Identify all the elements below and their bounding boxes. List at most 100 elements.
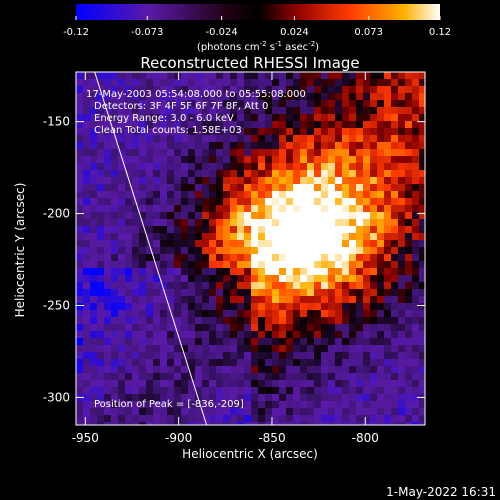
heatmap-cell xyxy=(202,345,209,352)
heatmap-cell xyxy=(104,254,111,261)
heatmap-cell xyxy=(342,212,349,219)
heatmap-cell xyxy=(223,79,230,86)
heatmap-cell xyxy=(118,317,125,324)
heatmap-cell xyxy=(167,135,174,142)
heatmap-cell xyxy=(132,107,139,114)
heatmap-cell xyxy=(132,338,139,345)
heatmap-cell xyxy=(202,121,209,128)
heatmap-cell xyxy=(83,254,90,261)
heatmap-cell xyxy=(363,142,370,149)
heatmap-cell xyxy=(265,310,272,317)
heatmap-cell xyxy=(202,366,209,373)
heatmap-cell xyxy=(356,149,363,156)
heatmap-cell xyxy=(153,324,160,331)
heatmap-cell xyxy=(377,331,384,338)
heatmap-cell xyxy=(272,240,279,247)
heatmap-cell xyxy=(202,324,209,331)
heatmap-cell xyxy=(335,387,342,394)
heatmap-cell xyxy=(419,401,425,408)
heatmap-cell xyxy=(405,142,412,149)
heatmap-cell xyxy=(216,380,223,387)
heatmap-cell xyxy=(174,275,181,282)
heatmap-cell xyxy=(377,226,384,233)
heatmap-cell xyxy=(251,345,258,352)
heatmap-cell xyxy=(412,247,419,254)
heatmap-cell xyxy=(111,191,118,198)
heatmap-cell xyxy=(174,177,181,184)
heatmap-cell xyxy=(153,268,160,275)
heatmap-cell xyxy=(209,289,216,296)
heatmap-cell xyxy=(300,170,307,177)
heatmap-cell xyxy=(223,338,230,345)
heatmap-cell xyxy=(195,114,202,121)
heatmap-cell xyxy=(146,205,153,212)
heatmap-cell xyxy=(398,184,405,191)
heatmap-cell xyxy=(300,289,307,296)
heatmap-cell xyxy=(118,345,125,352)
heatmap-cell xyxy=(314,156,321,163)
heatmap-cell xyxy=(391,275,398,282)
heatmap-cell xyxy=(118,72,125,79)
heatmap-cell xyxy=(181,79,188,86)
heatmap-cell xyxy=(293,261,300,268)
heatmap-cell xyxy=(160,226,167,233)
heatmap-cell xyxy=(251,268,258,275)
heatmap-cell xyxy=(97,156,104,163)
heatmap-cell xyxy=(314,184,321,191)
heatmap-cell xyxy=(160,261,167,268)
heatmap-cell xyxy=(300,268,307,275)
heatmap-cell xyxy=(216,93,223,100)
heatmap-cell xyxy=(139,191,146,198)
heatmap-cell xyxy=(370,233,377,240)
heatmap-cell xyxy=(104,401,111,408)
heatmap-cell xyxy=(237,408,244,415)
heatmap-cell xyxy=(370,282,377,289)
heatmap-cell xyxy=(272,156,279,163)
heatmap-cell xyxy=(300,345,307,352)
heatmap-cell xyxy=(300,79,307,86)
heatmap-cell xyxy=(321,387,328,394)
heatmap-cell xyxy=(125,338,132,345)
heatmap-cell xyxy=(265,156,272,163)
heatmap-cell xyxy=(300,135,307,142)
heatmap-cell xyxy=(139,121,146,128)
heatmap-cell xyxy=(202,205,209,212)
heatmap-cell xyxy=(237,128,244,135)
heatmap-cell xyxy=(265,303,272,310)
heatmap-cell xyxy=(118,303,125,310)
heatmap-cell xyxy=(230,408,237,415)
heatmap-cell xyxy=(412,366,419,373)
heatmap-cell xyxy=(132,282,139,289)
heatmap-cell xyxy=(419,352,425,359)
heatmap-cell xyxy=(251,163,258,170)
heatmap-cell xyxy=(237,394,244,401)
heatmap-cell xyxy=(307,107,314,114)
heatmap-cell xyxy=(209,366,216,373)
heatmap-cell xyxy=(279,93,286,100)
heatmap-cell xyxy=(286,114,293,121)
heatmap-cell xyxy=(412,415,419,422)
heatmap-cell xyxy=(139,240,146,247)
heatmap-cell xyxy=(97,352,104,359)
heatmap-cell xyxy=(83,317,90,324)
heatmap-cell xyxy=(321,254,328,261)
heatmap-cell xyxy=(363,296,370,303)
heatmap-cell xyxy=(132,226,139,233)
heatmap-cell xyxy=(230,345,237,352)
heatmap-cell xyxy=(104,303,111,310)
heatmap-cell xyxy=(363,373,370,380)
heatmap-cell xyxy=(391,184,398,191)
heatmap-cell xyxy=(104,352,111,359)
heatmap-cell xyxy=(251,170,258,177)
heatmap-cell xyxy=(132,163,139,170)
heatmap-cell xyxy=(188,212,195,219)
heatmap-cell xyxy=(321,401,328,408)
heatmap-cell xyxy=(76,387,83,394)
heatmap-cell xyxy=(363,408,370,415)
heatmap-cell xyxy=(104,233,111,240)
heatmap-cell xyxy=(216,366,223,373)
heatmap-cell xyxy=(419,282,425,289)
heatmap-cell xyxy=(160,352,167,359)
heatmap-cell xyxy=(293,191,300,198)
heatmap-cell xyxy=(174,205,181,212)
